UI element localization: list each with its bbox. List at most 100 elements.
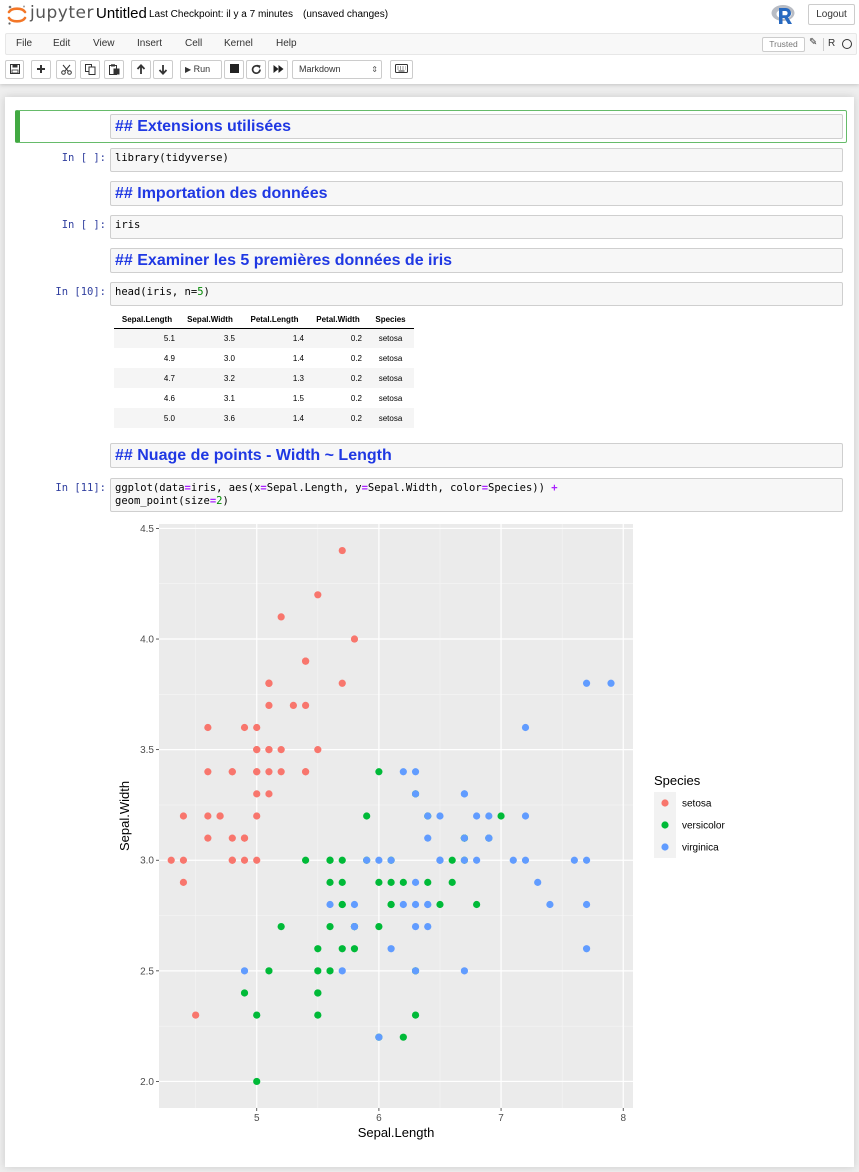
- data-point-setosa: [253, 812, 261, 820]
- data-point-setosa: [314, 746, 322, 754]
- table-row: 4.9 3.0 1.4 0.2 setosa: [114, 348, 414, 368]
- data-point-virginica: [460, 834, 469, 842]
- r-kernel-logo-icon: [771, 5, 795, 24]
- insert-cell-button[interactable]: [31, 60, 51, 79]
- notebook-name[interactable]: Untitled: [96, 5, 147, 22]
- interrupt-button[interactable]: [224, 60, 244, 79]
- pencil-icon[interactable]: ✎: [809, 37, 818, 48]
- data-point-versicolor: [326, 856, 334, 864]
- data-point-virginica: [350, 900, 359, 909]
- menu-kernel[interactable]: Kernel: [224, 38, 253, 49]
- menu-help[interactable]: Help: [276, 38, 297, 49]
- markdown-cell-import[interactable]: ## Importation des données: [110, 181, 843, 206]
- menu-file[interactable]: File: [16, 38, 33, 49]
- restart-run-all-button[interactable]: [268, 60, 288, 79]
- selected-cell-frame[interactable]: [15, 110, 847, 143]
- data-point-virginica: [582, 679, 591, 687]
- table-row: 4.6 3.1 1.5 0.2 setosa: [114, 388, 414, 408]
- data-point-virginica: [411, 790, 420, 798]
- main-toolbar: ▶ Run Markdown ⇕: [0, 60, 859, 82]
- code-cell-head[interactable]: head(iris, n=5): [110, 282, 843, 306]
- y-tick-label: 4.5: [140, 524, 154, 535]
- column-header: Petal.Width: [309, 311, 367, 329]
- column-header: Sepal.Width: [180, 311, 240, 329]
- menu-insert[interactable]: Insert: [137, 38, 163, 49]
- x-axis: 5 6 7 8: [254, 1108, 626, 1124]
- code-text: ): [203, 286, 210, 298]
- code-text: ggplot(data: [115, 482, 185, 494]
- data-point-versicolor: [448, 878, 456, 886]
- menu-cell[interactable]: Cell: [185, 38, 203, 49]
- data-point-versicolor: [326, 923, 334, 931]
- code-text: ): [222, 495, 229, 507]
- data-point-virginica: [363, 856, 371, 864]
- table-row: 5.1 3.5 1.4 0.2 setosa: [114, 328, 414, 348]
- input-prompt: In [11]:: [55, 482, 106, 494]
- y-tick-label: 3.0: [140, 856, 154, 867]
- table-cell: 1.5: [292, 393, 304, 403]
- table-cell: 3.2: [180, 368, 240, 388]
- markdown-cell-examine[interactable]: ## Examiner les 5 premières données de i…: [110, 248, 843, 273]
- legend-label: setosa: [682, 799, 712, 810]
- restart-button[interactable]: [246, 60, 266, 79]
- code-cell-iris[interactable]: iris: [110, 215, 843, 239]
- data-point-virginica: [399, 768, 407, 776]
- data-point-virginica: [521, 723, 530, 732]
- markdown-cell-scatter-title[interactable]: ## Nuage de points - Width ~ Length: [110, 443, 843, 468]
- trusted-indicator[interactable]: Trusted: [762, 37, 805, 52]
- table-cell: 3.5: [180, 328, 240, 348]
- data-point-setosa: [301, 768, 310, 776]
- table-cell: 3.0: [223, 353, 235, 363]
- data-point-virginica: [534, 878, 542, 886]
- code-cell-library[interactable]: library(tidyverse): [110, 148, 843, 172]
- move-down-button[interactable]: [153, 60, 173, 79]
- code-cell-ggplot[interactable]: ggplot(data=iris, aes(x=Sepal.Length, y=…: [110, 478, 843, 512]
- menu-edit[interactable]: Edit: [53, 38, 71, 49]
- x-tick-label: 5: [254, 1113, 260, 1124]
- data-point-versicolor: [301, 856, 310, 864]
- kernel-name[interactable]: R: [828, 38, 836, 49]
- cell-type-select[interactable]: Markdown ⇕: [292, 60, 382, 79]
- code-operator: =: [361, 482, 368, 494]
- code-operator: +: [551, 482, 558, 494]
- move-up-button[interactable]: [131, 60, 151, 79]
- legend-swatch-versicolor: [661, 821, 669, 829]
- cut-button[interactable]: [56, 60, 76, 79]
- command-palette-button[interactable]: [390, 60, 413, 79]
- run-button[interactable]: ▶ Run: [180, 60, 222, 79]
- data-point-versicolor: [363, 812, 371, 820]
- stop-icon: [229, 64, 239, 73]
- data-point-setosa: [204, 768, 212, 776]
- legend-title: Species: [654, 773, 701, 788]
- data-point-setosa: [301, 657, 310, 665]
- markdown-cell-extensions[interactable]: ## Extensions utilisées: [110, 114, 843, 139]
- jupyter-logo-icon[interactable]: [6, 4, 28, 26]
- data-point-virginica: [521, 812, 530, 820]
- data-point-virginica: [338, 967, 346, 975]
- data-point-versicolor: [314, 989, 322, 997]
- paste-button[interactable]: [104, 60, 124, 79]
- column-header: Species: [367, 311, 414, 329]
- data-point-versicolor: [326, 878, 334, 886]
- data-point-setosa: [240, 723, 249, 732]
- data-point-versicolor: [375, 878, 383, 886]
- data-point-versicolor: [387, 900, 395, 909]
- x-tick-label: 8: [620, 1113, 626, 1124]
- x-tick-label: 6: [376, 1113, 382, 1124]
- table-cell: 1.3: [240, 368, 309, 388]
- arrow-down-icon: [158, 65, 168, 75]
- table-cell: setosa: [367, 328, 414, 348]
- table-cell: 3.6: [180, 408, 240, 428]
- logout-button[interactable]: Logout: [808, 4, 855, 25]
- copy-button[interactable]: [80, 60, 100, 79]
- y-tick-label: 4.0: [140, 635, 154, 646]
- table-cell: 1.4: [240, 328, 309, 348]
- data-point-virginica: [424, 812, 432, 820]
- table-cell: 0.2: [350, 393, 362, 403]
- jupyter-wordmark[interactable]: jupyter: [30, 3, 94, 23]
- scatter-plot: 5 6 7 8 2.0 2.5 3.0 3.5 4.0 4.5 Sepal.Length Sep…: [110, 518, 760, 1148]
- menu-view[interactable]: View: [93, 38, 115, 49]
- data-point-virginica: [460, 856, 469, 864]
- data-point-versicolor: [338, 945, 346, 953]
- save-button[interactable]: [5, 60, 24, 79]
